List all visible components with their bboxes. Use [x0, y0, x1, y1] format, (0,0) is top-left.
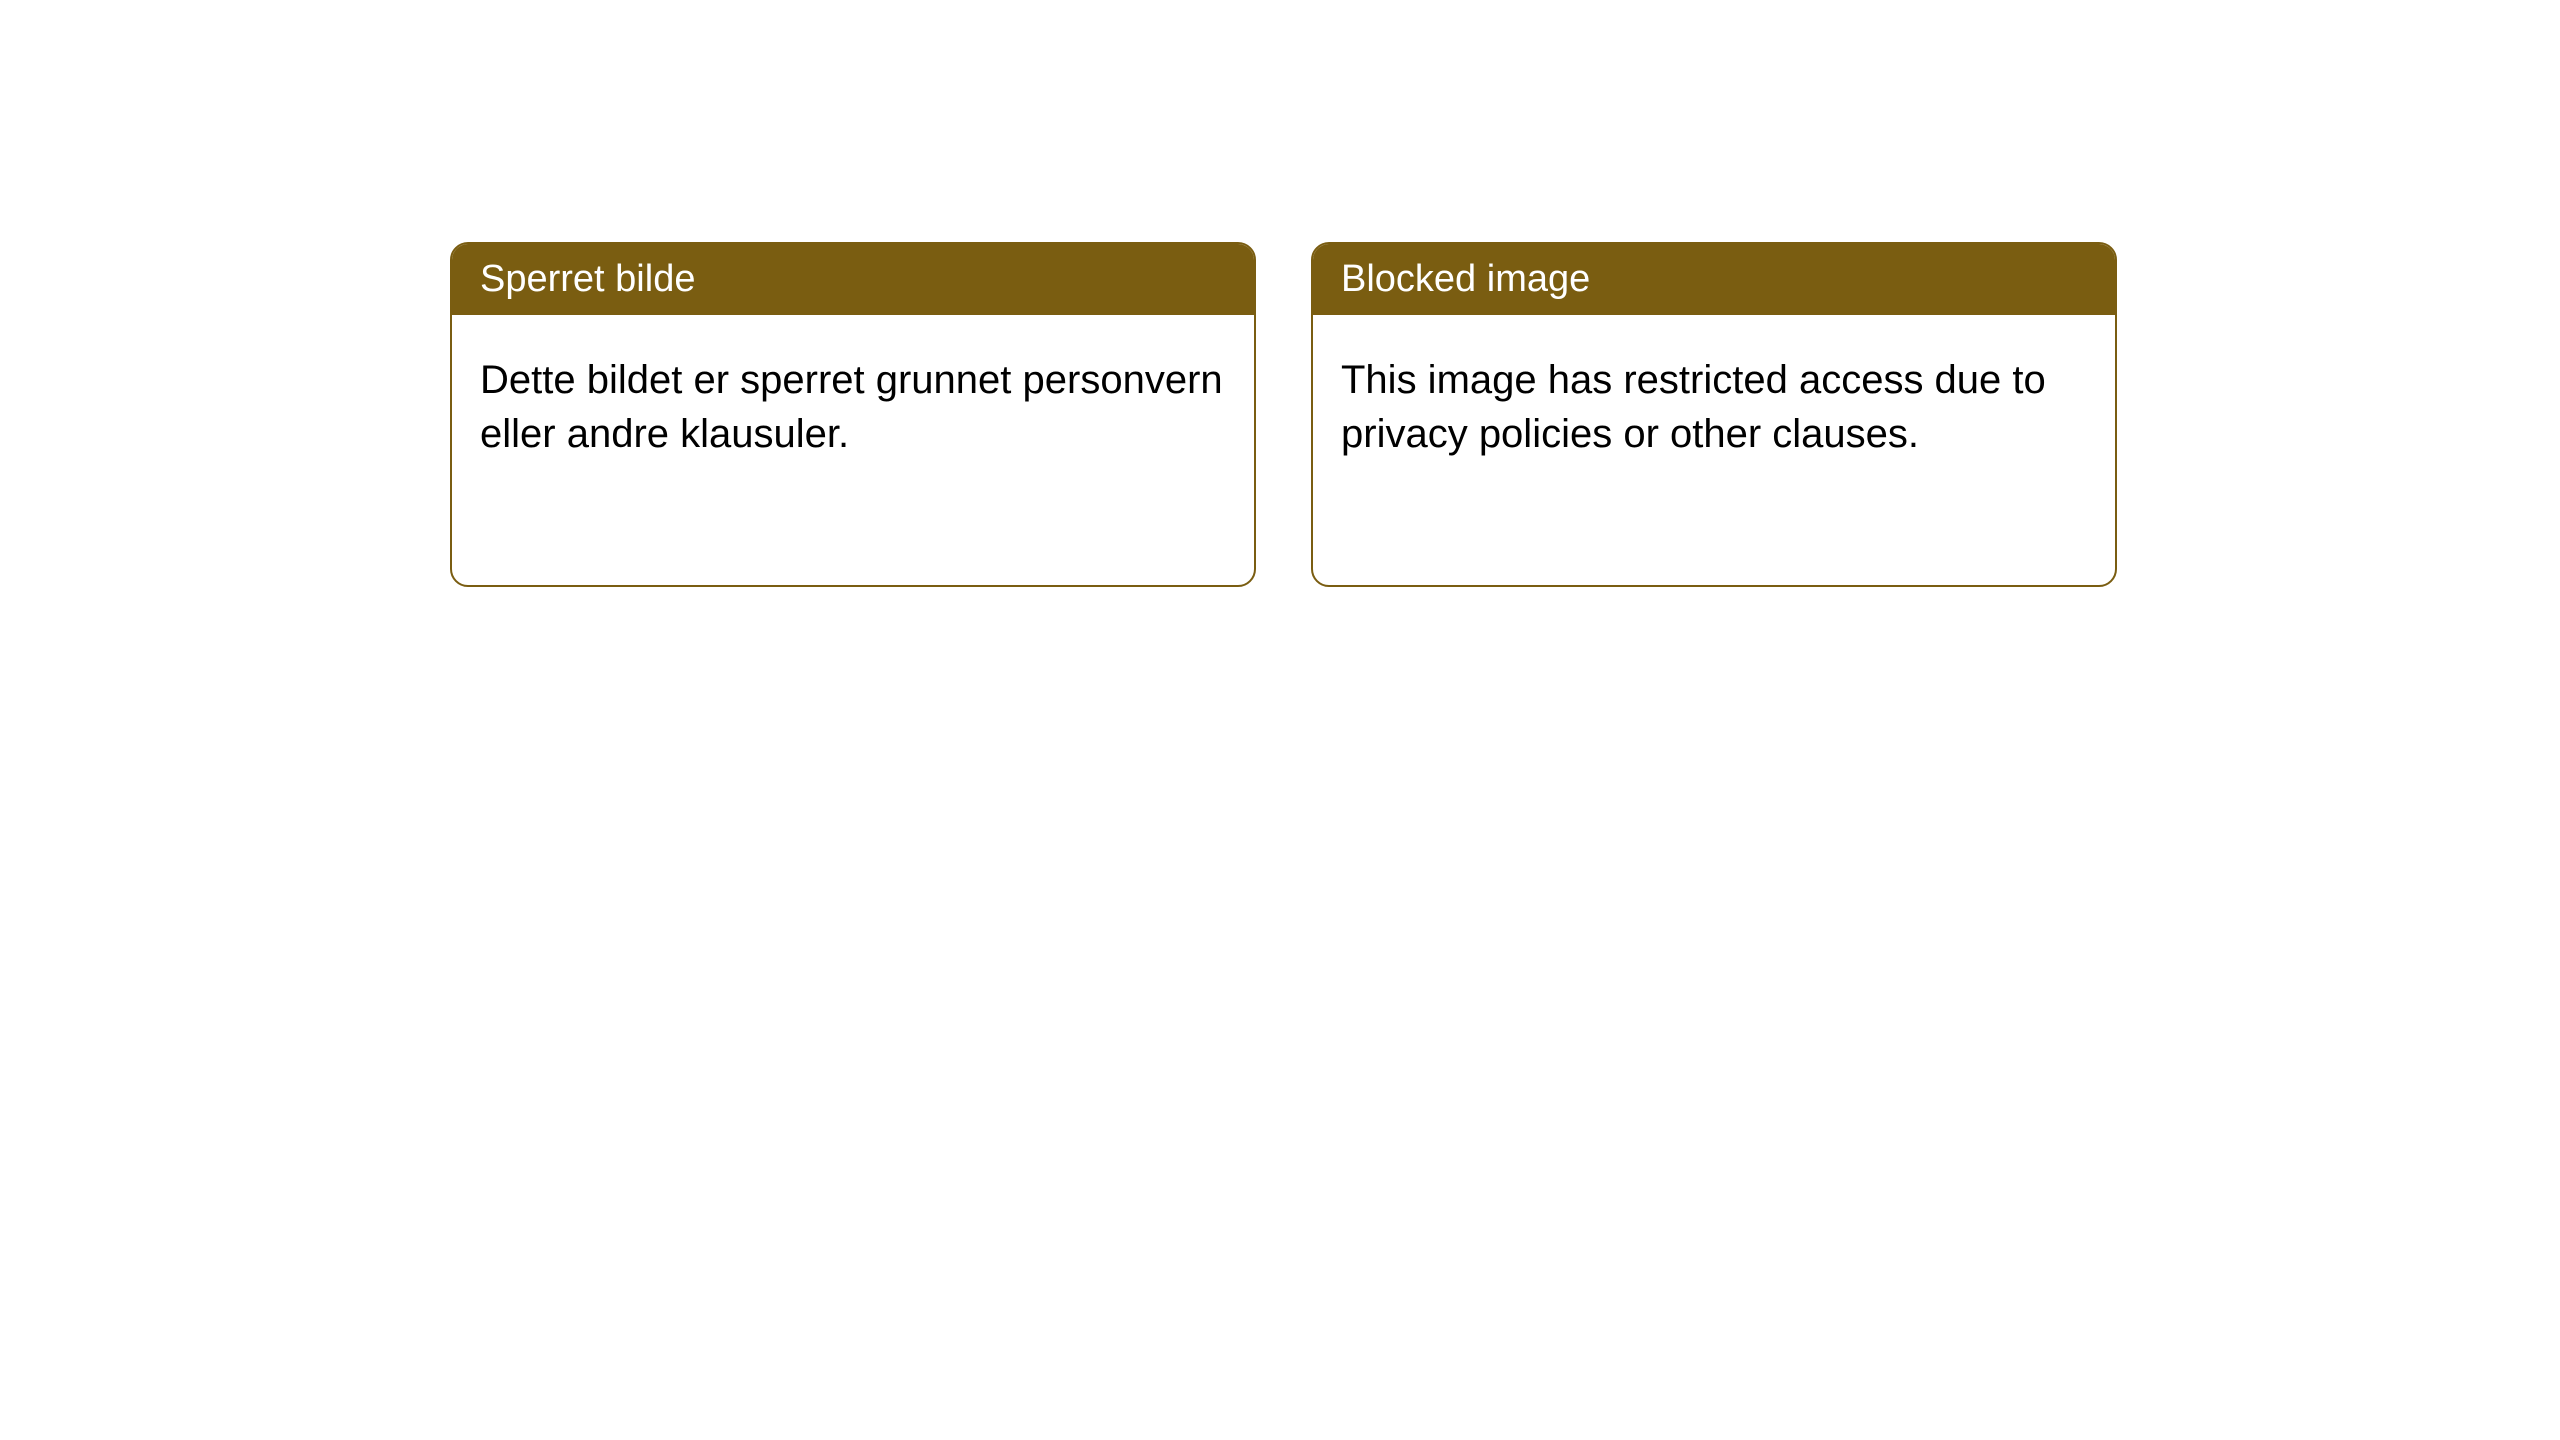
card-header: Sperret bilde — [452, 244, 1254, 315]
blocked-image-card-no: Sperret bilde Dette bildet er sperret gr… — [450, 242, 1256, 587]
card-message: Dette bildet er sperret grunnet personve… — [480, 353, 1226, 461]
card-message: This image has restricted access due to … — [1341, 353, 2087, 461]
card-title: Blocked image — [1341, 258, 1590, 300]
blocked-image-card-en: Blocked image This image has restricted … — [1311, 242, 2117, 587]
card-title: Sperret bilde — [480, 258, 695, 300]
card-body: Dette bildet er sperret grunnet personve… — [452, 315, 1254, 585]
card-body: This image has restricted access due to … — [1313, 315, 2115, 585]
cards-container: Sperret bilde Dette bildet er sperret gr… — [0, 0, 2560, 587]
card-header: Blocked image — [1313, 244, 2115, 315]
